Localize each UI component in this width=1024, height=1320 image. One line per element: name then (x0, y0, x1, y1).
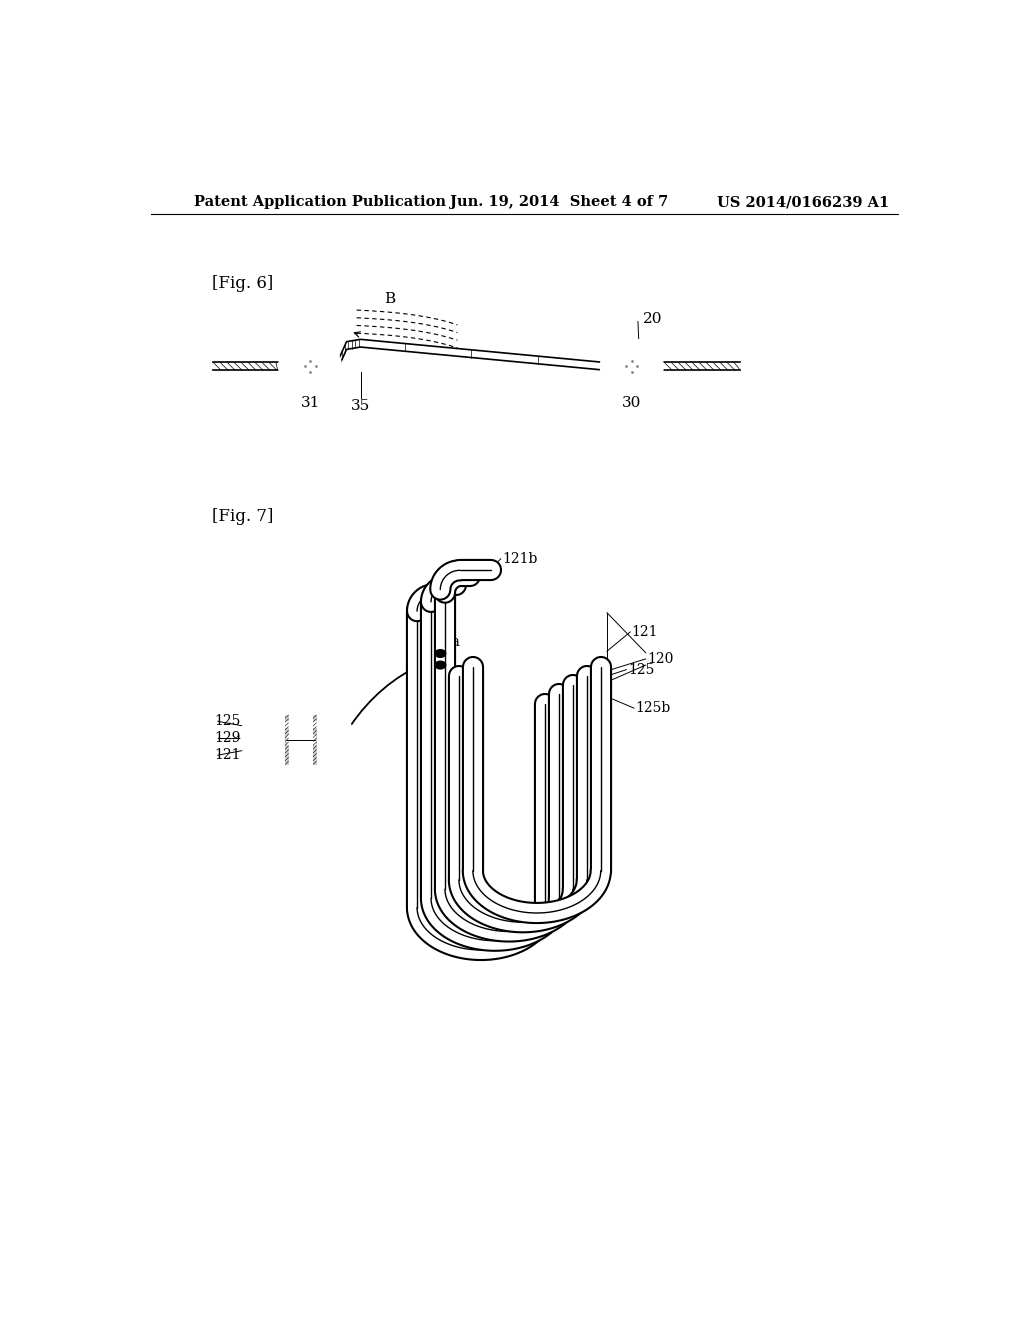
Ellipse shape (435, 661, 445, 669)
Bar (295, 723, 307, 756)
Text: 125: 125 (214, 714, 241, 729)
Bar (313, 715, 316, 764)
Text: 30: 30 (622, 396, 641, 411)
Text: [Fig. 7]: [Fig. 7] (212, 508, 273, 525)
Circle shape (241, 684, 352, 795)
Ellipse shape (605, 343, 658, 389)
Text: 35: 35 (351, 400, 370, 413)
Text: 121b: 121b (503, 552, 538, 566)
Text: 121a: 121a (425, 635, 460, 649)
Text: Patent Application Publication: Patent Application Publication (194, 195, 445, 210)
Ellipse shape (289, 347, 332, 385)
Text: 125a: 125a (425, 678, 460, 693)
Text: 120: 120 (647, 652, 674, 665)
Text: [Fig. 6]: [Fig. 6] (212, 275, 273, 292)
Text: 20: 20 (643, 312, 663, 326)
Text: 123: 123 (316, 721, 343, 735)
Bar (287, 735, 314, 744)
Ellipse shape (284, 343, 337, 389)
Text: B: B (384, 292, 395, 306)
Text: 31: 31 (300, 396, 319, 411)
Text: 129: 129 (214, 731, 241, 746)
Text: 121: 121 (632, 624, 658, 639)
Ellipse shape (601, 339, 663, 393)
Text: 121: 121 (214, 748, 241, 762)
Bar (286, 721, 316, 726)
Text: US 2014/0166239 A1: US 2014/0166239 A1 (717, 195, 889, 210)
Text: Jun. 19, 2014  Sheet 4 of 7: Jun. 19, 2014 Sheet 4 of 7 (450, 195, 668, 210)
Bar (286, 715, 289, 764)
Ellipse shape (610, 347, 653, 385)
Text: 125: 125 (628, 663, 654, 677)
Text: 125b: 125b (636, 701, 671, 715)
Ellipse shape (280, 339, 341, 393)
Ellipse shape (435, 649, 445, 657)
